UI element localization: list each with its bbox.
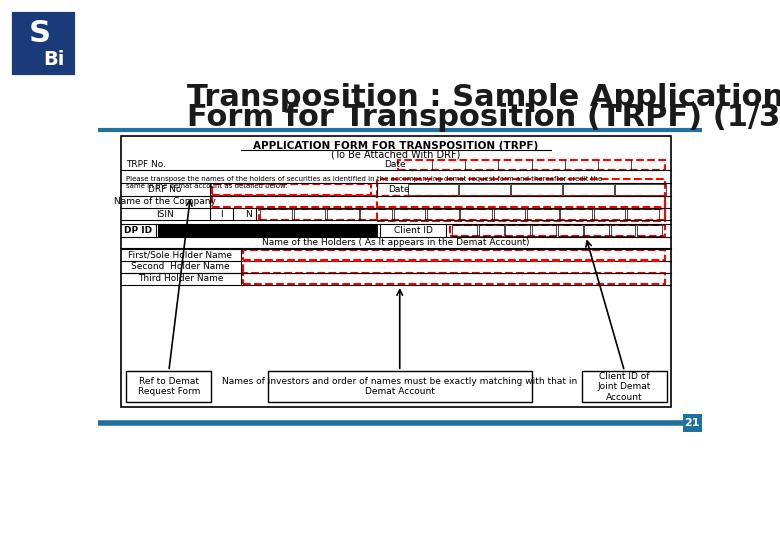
Bar	[293, 209, 325, 220]
Bar	[360, 209, 392, 220]
Text: 21: 21	[684, 418, 700, 428]
Bar	[327, 209, 359, 220]
Bar	[558, 225, 583, 236]
Bar	[459, 184, 510, 195]
Text: Second  Holder Name: Second Holder Name	[131, 262, 230, 271]
Text: TRPF No.: TRPF No.	[126, 160, 166, 170]
Bar	[512, 184, 562, 195]
Bar	[637, 225, 661, 236]
Bar	[268, 372, 531, 402]
Text: Date: Date	[388, 185, 410, 194]
Bar	[531, 225, 556, 236]
Bar	[584, 225, 609, 236]
Bar	[582, 372, 667, 402]
Text: Ref to Demat
Request Form: Ref to Demat Request Form	[137, 377, 200, 396]
Text: Transposition : Sample Application: Transposition : Sample Application	[186, 83, 780, 112]
Text: ISIN: ISIN	[156, 210, 174, 219]
Bar	[560, 209, 592, 220]
Bar	[261, 209, 292, 220]
Bar	[407, 184, 458, 195]
Bar	[682, 414, 702, 432]
Bar	[427, 209, 459, 220]
Text: Client ID: Client ID	[394, 226, 433, 235]
Text: Third Holder Name: Third Holder Name	[138, 274, 223, 284]
Bar	[505, 225, 530, 236]
Bar	[627, 209, 658, 220]
Bar	[594, 209, 626, 220]
Text: DP ID: DP ID	[124, 226, 152, 235]
Text: Client ID of
Joint Demat
Account: Client ID of Joint Demat Account	[597, 372, 651, 402]
Bar	[563, 184, 614, 195]
Text: N: N	[245, 210, 252, 219]
Text: Name of the Company: Name of the Company	[114, 197, 216, 206]
Bar	[126, 372, 211, 402]
Text: Please transpose the names of the holders of securities as identified in the acc: Please transpose the names of the holder…	[126, 176, 602, 182]
Text: First/Sole Holder Name: First/Sole Holder Name	[129, 251, 232, 260]
Text: Bi: Bi	[43, 50, 64, 69]
Bar	[526, 209, 558, 220]
Text: I: I	[220, 210, 223, 219]
Bar	[494, 209, 525, 220]
Text: (To Be Attached With DRF): (To Be Attached With DRF)	[332, 150, 460, 160]
Bar	[460, 209, 492, 220]
Text: Names of investors and order of names must be exactly matching with that in
Dema: Names of investors and order of names mu…	[222, 377, 577, 396]
Text: Date: Date	[385, 160, 406, 170]
Bar	[611, 225, 636, 236]
Bar	[452, 225, 477, 236]
Text: S: S	[29, 19, 51, 49]
Bar	[479, 225, 504, 236]
Bar	[394, 209, 425, 220]
Bar	[158, 224, 378, 237]
Text: APPLICATION FORM FOR TRANSPOSITION (TRPF): APPLICATION FORM FOR TRANSPOSITION (TRPF…	[254, 140, 538, 151]
Text: DRF No: DRF No	[148, 185, 182, 194]
FancyBboxPatch shape	[121, 136, 671, 408]
Text: Name of the Holders ( As It appears in the Demat Account): Name of the Holders ( As It appears in t…	[262, 238, 530, 247]
Text: same in the demat account as detailed below:: same in the demat account as detailed be…	[126, 183, 288, 188]
Bar	[615, 184, 665, 195]
Text: Form for Transposition (TRPF) (1/3): Form for Transposition (TRPF) (1/3)	[186, 103, 780, 132]
